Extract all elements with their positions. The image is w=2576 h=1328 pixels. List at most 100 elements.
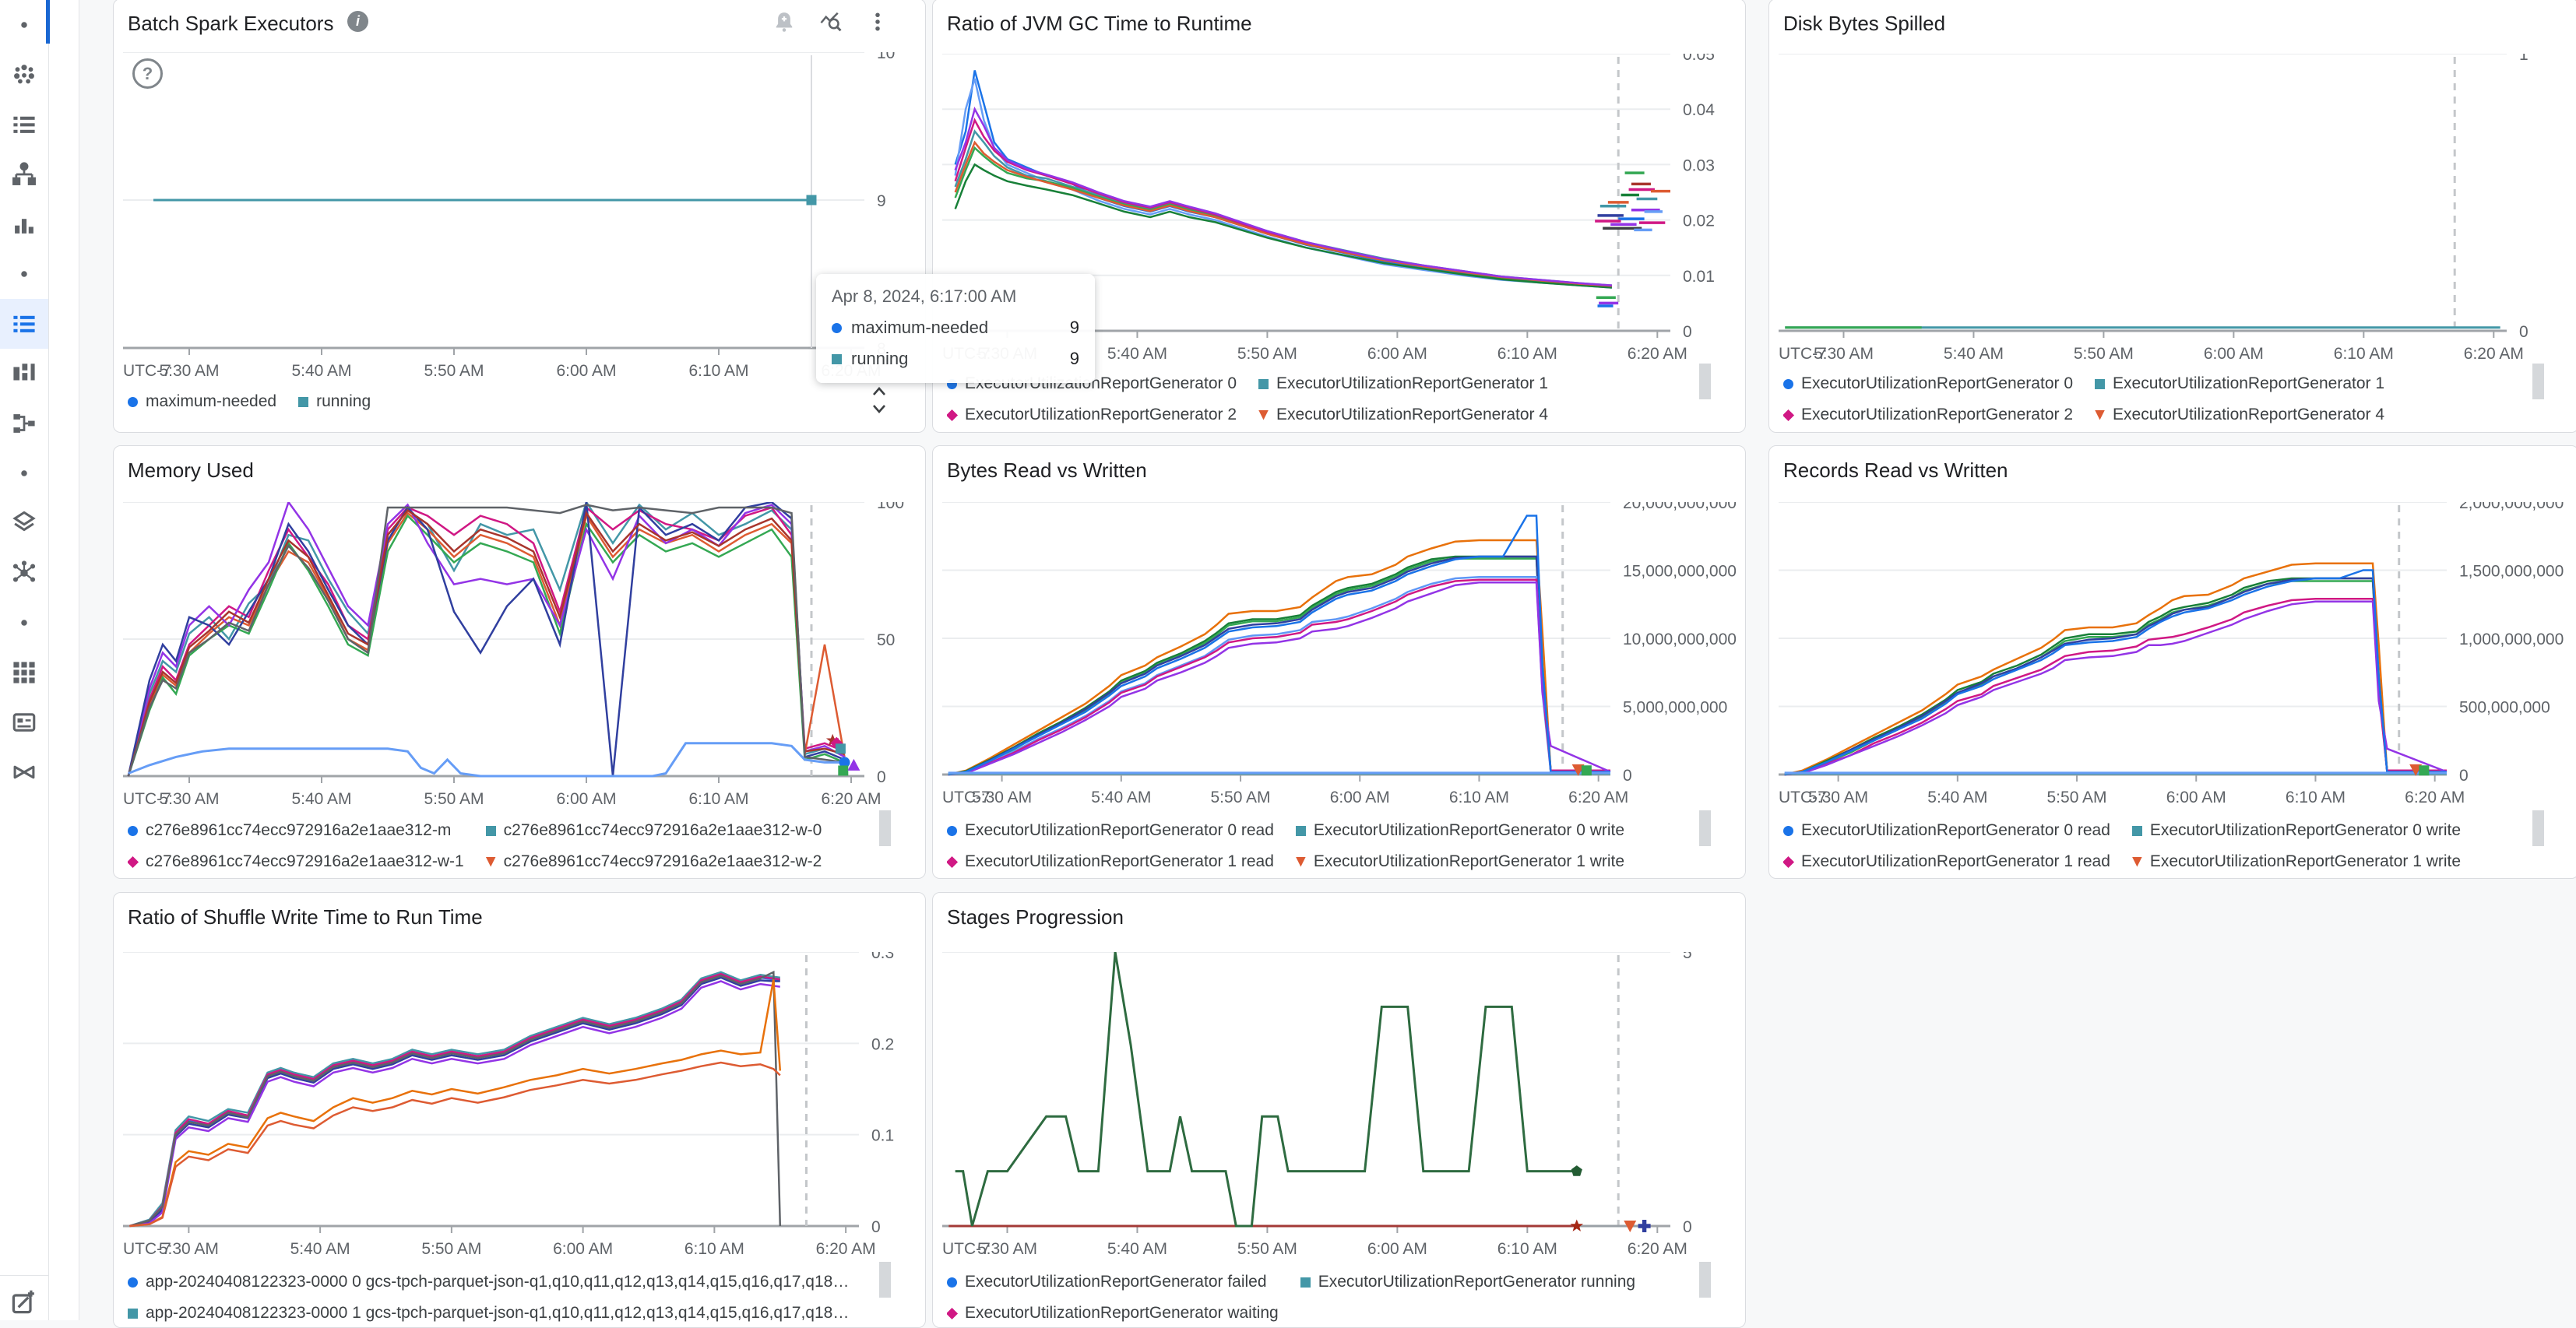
sidebar-item-list[interactable] <box>0 100 48 149</box>
legend-scrollbar[interactable] <box>879 810 891 846</box>
chart-plot-area[interactable]: 20,000,000,000 15,000,000,000 10,000,000,0… <box>942 494 1737 816</box>
series-line <box>129 970 782 1228</box>
legend-item[interactable]: ExecutorUtilizationReportGenerator 0 <box>1783 374 2073 393</box>
sidebar-item-compose[interactable] <box>0 1284 48 1320</box>
series-line <box>954 106 1612 286</box>
sidebar-item-dot[interactable] <box>0 249 48 299</box>
legend-item[interactable]: app-20240408122323-0000 0 gcs-tpch-parqu… <box>128 1273 853 1291</box>
legend-item[interactable]: c276e8961cc74ecc972916a2e1aae312-m <box>128 821 464 840</box>
legend-item[interactable]: ExecutorUtilizationReportGenerator 0 rea… <box>1783 821 2110 840</box>
legend-scrollbar[interactable] <box>1699 1262 1711 1298</box>
chart-plot-area[interactable]: 1 0 5:30 AM 5:40 AM 5:50 AM 6:00 AM 6:10 AM 6:2… <box>1779 46 2569 372</box>
legend-item[interactable]: ExecutorUtilizationReportGenerator runni… <box>1300 1273 1635 1291</box>
y-axis-label: 0 <box>1623 767 1632 785</box>
sidebar-item-dot[interactable] <box>0 598 48 648</box>
legend-item[interactable]: ExecutorUtilizationReportGenerator 2 <box>1783 406 2073 424</box>
series-swatch <box>1295 825 1306 836</box>
chart-plot-area[interactable]: 100 50 0 5:30 AM 5:40 AM 5:50 AM 6:00 AM 6:10 A… <box>123 494 916 817</box>
series-line <box>955 951 1577 1228</box>
series-line <box>1784 598 2447 776</box>
explore-data-icon[interactable] <box>819 10 843 33</box>
legend-item[interactable]: c276e8961cc74ecc972916a2e1aae312-w-1 <box>128 852 464 871</box>
legend-item[interactable]: ExecutorUtilizationReportGenerator 4 <box>1258 406 1548 424</box>
sidebar-item-dot[interactable] <box>0 0 48 50</box>
sidebar-item-article[interactable] <box>0 697 48 747</box>
series-line <box>127 501 845 777</box>
legend-item[interactable]: maximum-needed <box>128 392 276 411</box>
legend-item[interactable]: c276e8961cc74ecc972916a2e1aae312-w-0 <box>485 821 822 840</box>
series-swatch <box>485 856 496 867</box>
help-icon[interactable]: ? <box>132 58 163 89</box>
legend-label: ExecutorUtilizationReportGenerator 4 <box>1276 406 1549 423</box>
sidebar-item-flow[interactable] <box>0 399 48 448</box>
legend-label: ExecutorUtilizationReportGenerator 1 wri… <box>2149 852 2462 870</box>
y-axis-label: 0.3 <box>871 952 894 962</box>
series-line <box>1784 580 2447 776</box>
legend-item[interactable]: ExecutorUtilizationReportGenerator waiti… <box>947 1304 1279 1323</box>
sidebar-item-bowtie[interactable] <box>0 747 48 797</box>
sidebar-item-cluster[interactable] <box>0 50 48 100</box>
chart-plot-area[interactable]: 10985:30 AM5:40 AM5:50 AM6:00 AM6:10 AM6… <box>123 44 916 389</box>
legend-item[interactable]: ExecutorUtilizationReportGenerator 1 <box>1258 374 1548 393</box>
legend-item[interactable]: ExecutorUtilizationReportGenerator 0 rea… <box>947 821 1274 840</box>
sidebar-item-list-selected[interactable] <box>0 299 48 349</box>
sidebar-item-network[interactable] <box>0 548 48 598</box>
legend-scrollbar[interactable] <box>1699 364 1711 399</box>
legend-scrollbar[interactable] <box>879 1262 891 1298</box>
x-axis-label: 6:10 AM <box>688 790 748 808</box>
legend-item[interactable]: running <box>298 392 371 411</box>
series-swatch <box>1783 825 1793 836</box>
chart-plot-area[interactable]: 5 0 5:30 AM 5:40 AM 5:50 AM 6:00 AM 6:10 AM 6:2… <box>942 944 1736 1267</box>
y-axis-label: 1,500,000,000 <box>2459 563 2564 581</box>
legend-scrollbar[interactable] <box>2532 364 2544 399</box>
legend-item[interactable]: ExecutorUtilizationReportGenerator 1 rea… <box>947 852 1274 871</box>
dot-icon <box>21 271 27 277</box>
series-line <box>948 555 1610 776</box>
add-alert-icon[interactable] <box>772 10 796 33</box>
x-axis-label: 5:50 AM <box>2047 789 2107 806</box>
legend-item[interactable]: ExecutorUtilizationReportGenerator faile… <box>947 1273 1279 1291</box>
y-axis-label: 50 <box>877 631 895 649</box>
more-options-icon[interactable] <box>866 10 889 33</box>
legend-item[interactable]: app-20240408122323-0000 1 gcs-tpch-parqu… <box>128 1304 853 1323</box>
x-axis-label: 6:00 AM <box>1367 345 1427 363</box>
sidebar-item-bar-chart[interactable] <box>0 199 48 249</box>
legend-item[interactable]: ExecutorUtilizationReportGenerator 4 <box>2095 406 2384 424</box>
legend-item[interactable]: ExecutorUtilizationReportGenerator 1 <box>2095 374 2384 393</box>
legend-expand-icon[interactable] <box>869 384 889 420</box>
list-icon <box>13 116 35 133</box>
series-line <box>127 514 845 777</box>
info-icon[interactable]: i <box>347 11 368 32</box>
y-axis-label: 0.02 <box>1683 213 1715 230</box>
legend-label: running <box>316 392 371 410</box>
chart-card-ratio-of-shuffle-write-time-to-run-time: Ratio of Shuffle Write Time to Run Time 0… <box>113 892 926 1328</box>
sidebar-item-tree[interactable] <box>0 149 48 199</box>
layers-icon <box>12 511 36 532</box>
sidebar-item-dot[interactable] <box>0 448 48 498</box>
sidebar-item-layers[interactable] <box>0 498 48 548</box>
tooltip-row: maximum-needed 9 <box>832 318 1079 338</box>
legend-item[interactable]: ExecutorUtilizationReportGenerator 2 <box>947 406 1237 424</box>
legend-item[interactable]: ExecutorUtilizationReportGenerator 0 wri… <box>1295 821 1624 840</box>
timezone-label: UTC-7 <box>942 789 991 806</box>
legend-item[interactable]: ExecutorUtilizationReportGenerator 1 wri… <box>2131 852 2462 871</box>
sidebar-item-blocks[interactable] <box>0 349 48 399</box>
legend-scrollbar[interactable] <box>2532 810 2544 846</box>
sidebar-item-grid[interactable] <box>0 648 48 697</box>
timezone-label: UTC-7 <box>1779 345 1827 363</box>
legend-label: c276e8961cc74ecc972916a2e1aae312-m <box>146 821 452 839</box>
left-nav-rail <box>0 0 48 1320</box>
legend-label: ExecutorUtilizationReportGenerator 0 rea… <box>1801 821 2110 839</box>
legend-item[interactable]: ExecutorUtilizationReportGenerator 0 wri… <box>2131 821 2461 840</box>
chart-plot-area[interactable]: 0.3 0.2 0.1 0 5:30 AM 5:40 AM 5:50 AM 6:00 AM 6:… <box>123 944 916 1267</box>
chart-plot-area[interactable]: 2,000,000,000 1,500,000,000 1,000,000,000 5… <box>1779 494 2569 816</box>
x-axis-label: 6:10 AM <box>2334 345 2394 363</box>
x-axis-label: 5:50 AM <box>421 1240 481 1258</box>
legend-label: ExecutorUtilizationReportGenerator 2 <box>1801 406 2074 423</box>
nav-scroll-indicator[interactable] <box>46 0 50 44</box>
legend-scrollbar[interactable] <box>1699 810 1711 846</box>
x-axis-label: 5:40 AM <box>290 1240 350 1258</box>
legend-item[interactable]: ExecutorUtilizationReportGenerator 1 rea… <box>1783 852 2110 871</box>
legend-item[interactable]: c276e8961cc74ecc972916a2e1aae312-w-2 <box>485 852 822 871</box>
legend-item[interactable]: ExecutorUtilizationReportGenerator 1 wri… <box>1295 852 1624 871</box>
